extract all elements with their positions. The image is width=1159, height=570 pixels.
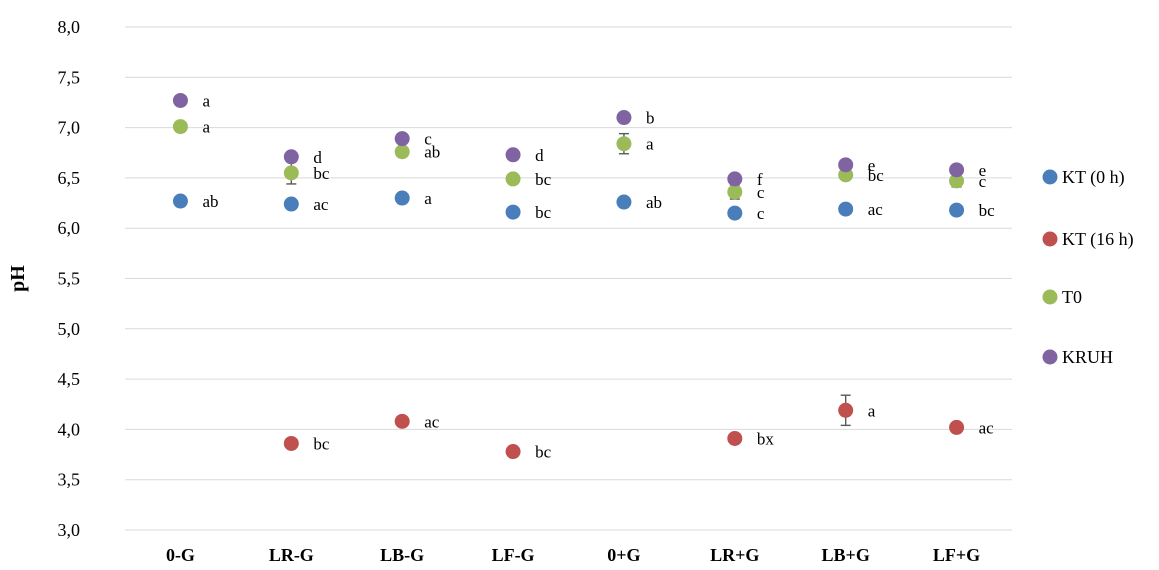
data-point [283, 196, 299, 212]
data-point [394, 413, 410, 429]
x-axis-category-labels: 0-G LR-G LB-G LF-G 0+G LR+G LB+G LF+G [166, 545, 980, 565]
legend-label: KT (16 h) [1062, 229, 1134, 250]
y-tick-label: 7,5 [58, 67, 81, 87]
data-point [949, 202, 965, 218]
data-point [949, 419, 965, 435]
data-point [838, 157, 854, 173]
significance-label: ab [646, 193, 662, 212]
significance-label: ab [202, 192, 218, 211]
data-point [394, 131, 410, 147]
significance-label: bc [535, 170, 552, 189]
legend-marker [1042, 289, 1058, 305]
data-point [727, 205, 743, 221]
significance-label: d [313, 148, 322, 167]
y-tick-label: 6,0 [58, 218, 81, 238]
x-category-label: LR-G [269, 545, 314, 565]
data-point [616, 136, 632, 152]
x-category-label: LB+G [822, 545, 870, 565]
data-point [394, 144, 410, 160]
data-point [727, 171, 743, 187]
significance-label: c [757, 204, 765, 223]
significance-label: ac [424, 412, 440, 431]
significance-label: ac [868, 200, 884, 219]
data-points [172, 92, 965, 460]
legend-marker [1042, 349, 1058, 365]
significance-label: bc [313, 164, 330, 183]
x-category-label: 0-G [166, 545, 195, 565]
data-point [283, 165, 299, 181]
data-point [394, 190, 410, 206]
data-point [616, 194, 632, 210]
data-point [616, 110, 632, 126]
data-point [172, 119, 188, 135]
significance-label: bc [313, 434, 330, 453]
data-point [283, 435, 299, 451]
y-axis-tick-labels: 3,0 3,5 4,0 4,5 5,0 5,5 6,0 6,5 7,0 7,5 8,0 [58, 17, 81, 540]
y-tick-label: 8,0 [58, 17, 81, 37]
data-point [172, 193, 188, 209]
data-point [505, 444, 521, 460]
y-tick-label: 3,0 [58, 520, 81, 540]
y-tick-label: 4,5 [58, 369, 81, 389]
x-category-label: LF+G [933, 545, 980, 565]
y-tick-label: 7,0 [58, 118, 81, 138]
significance-label: a [202, 91, 210, 110]
x-category-label: LB-G [380, 545, 424, 565]
data-point [838, 402, 854, 418]
data-point [727, 430, 743, 446]
data-point [505, 147, 521, 163]
significance-label: c [979, 172, 987, 191]
gridlines [125, 26, 1012, 531]
data-point [172, 92, 188, 108]
x-category-label: LF-G [492, 545, 535, 565]
significance-label: bx [757, 429, 775, 448]
significance-label: bc [535, 203, 552, 222]
data-point [505, 171, 521, 187]
data-point [949, 162, 965, 178]
legend-label: KRUH [1062, 347, 1113, 367]
significance-label: ab [424, 143, 440, 162]
data-point [727, 184, 743, 200]
significance-label: ac [313, 195, 329, 214]
significance-label: b [646, 109, 655, 128]
significance-label: f [757, 170, 763, 189]
data-point [949, 173, 965, 189]
legend-marker [1042, 169, 1058, 185]
error-bars [286, 132, 962, 449]
significance-label: e [868, 156, 876, 175]
significance-label: bc [868, 166, 885, 185]
significance-label: a [646, 135, 654, 154]
y-tick-label: 5,5 [58, 269, 81, 289]
significance-label: a [424, 189, 432, 208]
data-point [283, 149, 299, 165]
y-axis-label: pH [7, 265, 29, 292]
significance-label: bc [535, 443, 552, 462]
significance-label: e [979, 161, 987, 180]
significance-label: c [424, 130, 432, 149]
y-tick-label: 3,5 [58, 470, 81, 490]
significance-label: d [535, 146, 544, 165]
x-category-label: 0+G [607, 545, 640, 565]
y-tick-label: 4,0 [58, 419, 81, 439]
significance-label: a [202, 118, 210, 137]
significance-label: c [757, 183, 765, 202]
significance-label: bc [979, 201, 996, 220]
significance-label: a [868, 401, 876, 420]
legend-label: KT (0 h) [1062, 167, 1125, 188]
y-tick-label: 6,5 [58, 168, 81, 188]
data-point [838, 201, 854, 217]
significance-label: ac [979, 418, 995, 437]
legend-label: T0 [1062, 287, 1082, 307]
legend: KT (0 h) KT (16 h) T0 KRUH [1042, 167, 1134, 367]
data-point [505, 204, 521, 220]
x-category-label: LR+G [710, 545, 759, 565]
y-tick-label: 5,0 [58, 319, 81, 339]
legend-marker [1042, 231, 1058, 247]
